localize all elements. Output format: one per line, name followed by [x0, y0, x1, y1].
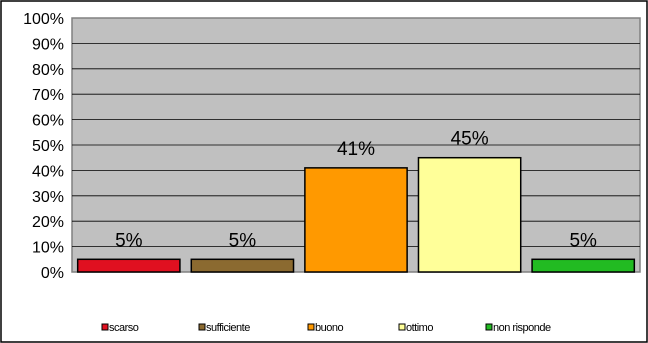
- data-label: 5%: [569, 230, 597, 251]
- legend: scarso sufficiente buono ottimo non risponde: [101, 322, 551, 334]
- data-label: 5%: [229, 230, 257, 251]
- data-labels: 5% 5% 41% 45% 5%: [115, 129, 597, 252]
- y-tick-label: 20%: [32, 214, 64, 231]
- y-tick-label: 0%: [41, 265, 64, 282]
- data-label: 5%: [115, 230, 143, 251]
- bars: [76, 156, 636, 273]
- y-tick-label: 30%: [32, 189, 64, 206]
- bar-buono: [304, 167, 408, 273]
- bar-scarso: [76, 258, 181, 273]
- y-tick-label: 90%: [32, 36, 64, 53]
- legend-label: scarso: [109, 322, 139, 334]
- legend-swatch: [398, 323, 406, 331]
- legend-label: buono: [315, 322, 343, 334]
- y-tick-label: 60%: [32, 113, 64, 130]
- y-axis-tick-labels: 0% 10% 20% 30% 40% 50% 60% 70% 80% 90% 100%: [23, 11, 64, 282]
- bar-ottimo: [417, 156, 522, 273]
- gridlines: [72, 43, 640, 248]
- y-tick-label: 80%: [32, 62, 64, 79]
- data-label: 41%: [337, 139, 375, 160]
- y-tick-label: 40%: [32, 163, 64, 180]
- bar-sufficiente: [190, 258, 295, 273]
- legend-label: sufficiente: [206, 322, 250, 334]
- legend-swatch: [307, 323, 315, 331]
- y-tick-label: 70%: [32, 87, 64, 104]
- y-tick-label: 100%: [23, 11, 64, 28]
- legend-label: non risponde: [493, 322, 551, 334]
- legend-label: ottimo: [406, 322, 433, 334]
- y-tick-label: 50%: [32, 138, 64, 155]
- legend-swatch: [198, 323, 206, 331]
- y-tick-label: 10%: [32, 240, 64, 257]
- legend-swatch: [101, 323, 109, 331]
- bar-non-risponde: [531, 258, 636, 273]
- data-label: 45%: [451, 129, 489, 150]
- legend-swatch: [485, 323, 493, 331]
